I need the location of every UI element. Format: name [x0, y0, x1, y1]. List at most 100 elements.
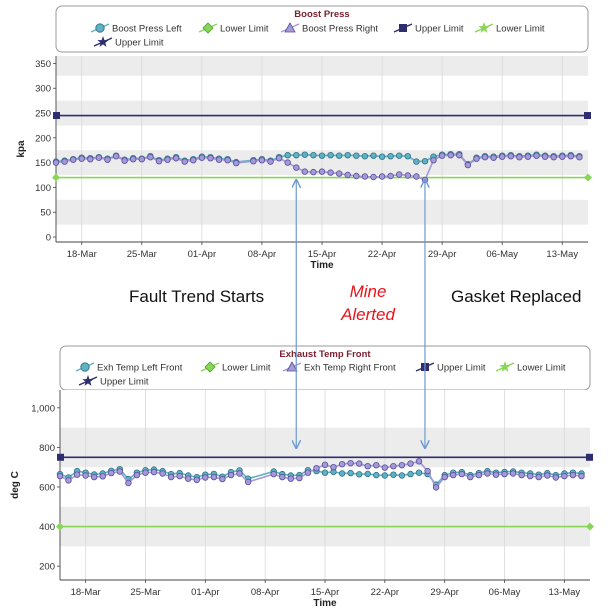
chart-1-series-1-point-4	[90, 473, 98, 481]
chart-1-xtick-label-8: 13-May	[549, 587, 581, 598]
annotation-mine-line2: Alerted	[341, 305, 395, 324]
chart-1-series-1-point-0	[56, 472, 64, 480]
chart-0-legend-label-2: Boost Press Right	[302, 24, 378, 35]
chart-0-series-0-point-31	[327, 151, 334, 159]
chart-0-ytick-label-7: 350	[35, 59, 51, 70]
chart-0-series-1-point-30	[318, 168, 326, 175]
chart-1-y-axis-label: deg C	[10, 471, 21, 499]
chart-0-legend-glyph-2-marker	[284, 22, 296, 33]
chart-1-series-1-point-42	[432, 484, 440, 491]
chart-1-xtick-label-4: 15-Apr	[311, 587, 340, 598]
chart-0-series-1-point-1	[61, 158, 68, 165]
chart-0-series-1-point-3	[78, 155, 85, 162]
chart-0-title: Boost Press	[294, 9, 349, 20]
chart-0-legend-glyph-4-marker	[478, 22, 490, 33]
chart-1-series-1-point-13	[167, 473, 175, 481]
chart-0-series-0-point-33	[344, 151, 351, 159]
chart-1-series-1-point-38	[398, 462, 406, 469]
chart-1-series-1-point-6	[108, 469, 115, 477]
chart-1-legend-glyph-5	[78, 375, 98, 386]
chart-1-series-1-point-49	[492, 471, 500, 478]
chart-1-series-1-point-15	[184, 475, 192, 482]
chart-1-series-1-point-30	[330, 464, 337, 471]
chart-1-series-1-point-55	[544, 472, 551, 479]
chart-0-series-1-point-43	[430, 156, 437, 164]
chart-1-legend-glyph-1	[200, 361, 220, 373]
chart-0-series-1-point-41	[413, 173, 420, 180]
chart-0-series-1-point-53	[516, 153, 523, 161]
chart-1-series-1-point-14	[176, 472, 183, 480]
chart-0-series-0-point-36	[370, 152, 377, 159]
chart-0-series-1-point-20	[224, 156, 231, 164]
chart-0-series-0-point-39	[396, 152, 403, 159]
chart-1-series-0-point-39	[407, 470, 414, 478]
chart-0-series-1-point-47	[464, 161, 472, 169]
chart-0-series-1-point-15	[181, 158, 188, 165]
chart-0-series-0-point-32	[336, 152, 343, 159]
chart-0-lower-limit-marker-start	[52, 173, 60, 182]
chart-1-xtick-label-2: 01-Apr	[191, 587, 220, 598]
chart-1-legend-label-1: Lower Limit	[222, 363, 271, 374]
chart-1-series-1-point-41	[424, 467, 431, 475]
chart-1-series-1-point-40	[415, 458, 423, 465]
chart-1-series-1-point-59	[578, 472, 585, 480]
chart-1-series-1-point-23	[270, 470, 277, 478]
chart-1-series-1-point-8	[125, 479, 132, 487]
chart-1-lower-limit-marker-end	[586, 522, 594, 531]
chart-1-series-1-point-50	[501, 470, 508, 478]
chart-0-ytick-label-6: 300	[35, 84, 51, 95]
chart-0-series-1-point-11	[147, 153, 154, 161]
chart-0-series-0-point-37	[378, 153, 386, 160]
chart-0-series-1-point-8	[121, 157, 128, 164]
chart-1-series-1-point-44	[450, 471, 457, 479]
chart-1-xtick-label-5: 22-Apr	[371, 587, 400, 598]
chart-0-series-1-point-59	[567, 152, 574, 160]
chart-1-legend-label-5: Upper Limit	[100, 377, 149, 388]
chart-0-x-axis-label: Time	[310, 260, 334, 271]
chart-0-series-1-point-18	[207, 154, 214, 162]
chart-0-legend-glyph-5-marker	[97, 36, 109, 47]
chart-1-legend-glyph-0	[75, 362, 95, 372]
chart-0-legend-glyph-3-marker	[399, 24, 407, 32]
chart-0-series-1-point-51	[499, 153, 506, 160]
chart-0-series-1-point-40	[404, 172, 411, 179]
chart-0-xtick-label-4: 15-Apr	[308, 249, 337, 260]
chart-0-series-0-point-27	[293, 151, 300, 159]
chart-0-xtick-label-2: 01-Apr	[188, 249, 217, 260]
chart-1-xtick-label-0: 18-Mar	[71, 587, 101, 598]
chart-0-series-1-point-21	[232, 159, 240, 167]
chart-1-upper-limit-marker-start	[57, 453, 64, 461]
chart-1-series-1-point-27	[304, 469, 312, 476]
chart-1-lower-limit-marker-start	[56, 522, 64, 531]
chart-1-ytick-label-3: 800	[39, 443, 55, 454]
chart-0-series-1-point-46	[456, 151, 463, 159]
chart-1-series-1-point-16	[193, 476, 200, 484]
chart-1-series-1-point-47	[475, 471, 483, 479]
chart-1-series-1-point-48	[484, 470, 491, 477]
chart-0-series-0-point-26	[284, 151, 291, 159]
chart-1-series-1-point-3	[82, 472, 89, 479]
chart-1-series-1-point-19	[219, 475, 226, 483]
chart-0-series-1-point-24	[267, 158, 274, 165]
chart-1-series-1-point-32	[347, 460, 354, 467]
chart-0-series-1-point-60	[576, 153, 583, 161]
chart-1-series-0-point-35	[373, 471, 380, 479]
chart-1-xtick-label-6: 29-Apr	[430, 587, 459, 598]
chart-1-series-0-point-34	[364, 470, 371, 478]
chart-0-xtick-label-3: 08-Apr	[248, 249, 277, 260]
chart-1-series-1-point-58	[569, 471, 577, 479]
chart-1-xtick-label-1: 25-Mar	[130, 587, 160, 598]
chart-1-series-1-point-20	[227, 471, 235, 479]
chart-0-series-1-point-12	[155, 157, 163, 165]
chart-0-series-1-point-49	[481, 153, 489, 161]
chart-1-series-1-point-24	[279, 473, 286, 481]
chart-1-series-0-point-37	[390, 471, 397, 478]
annotation-mine-line1: Mine	[349, 282, 387, 301]
chart-0-legend-glyph-1	[198, 22, 218, 34]
chart-0-series-1-point-50	[490, 154, 497, 161]
chart-0-series-1-point-52	[507, 152, 514, 160]
chart-1-series-1-point-33	[356, 460, 363, 467]
chart-0-series-1-point-16	[190, 156, 197, 164]
chart-0-series-1-point-34	[353, 172, 360, 180]
